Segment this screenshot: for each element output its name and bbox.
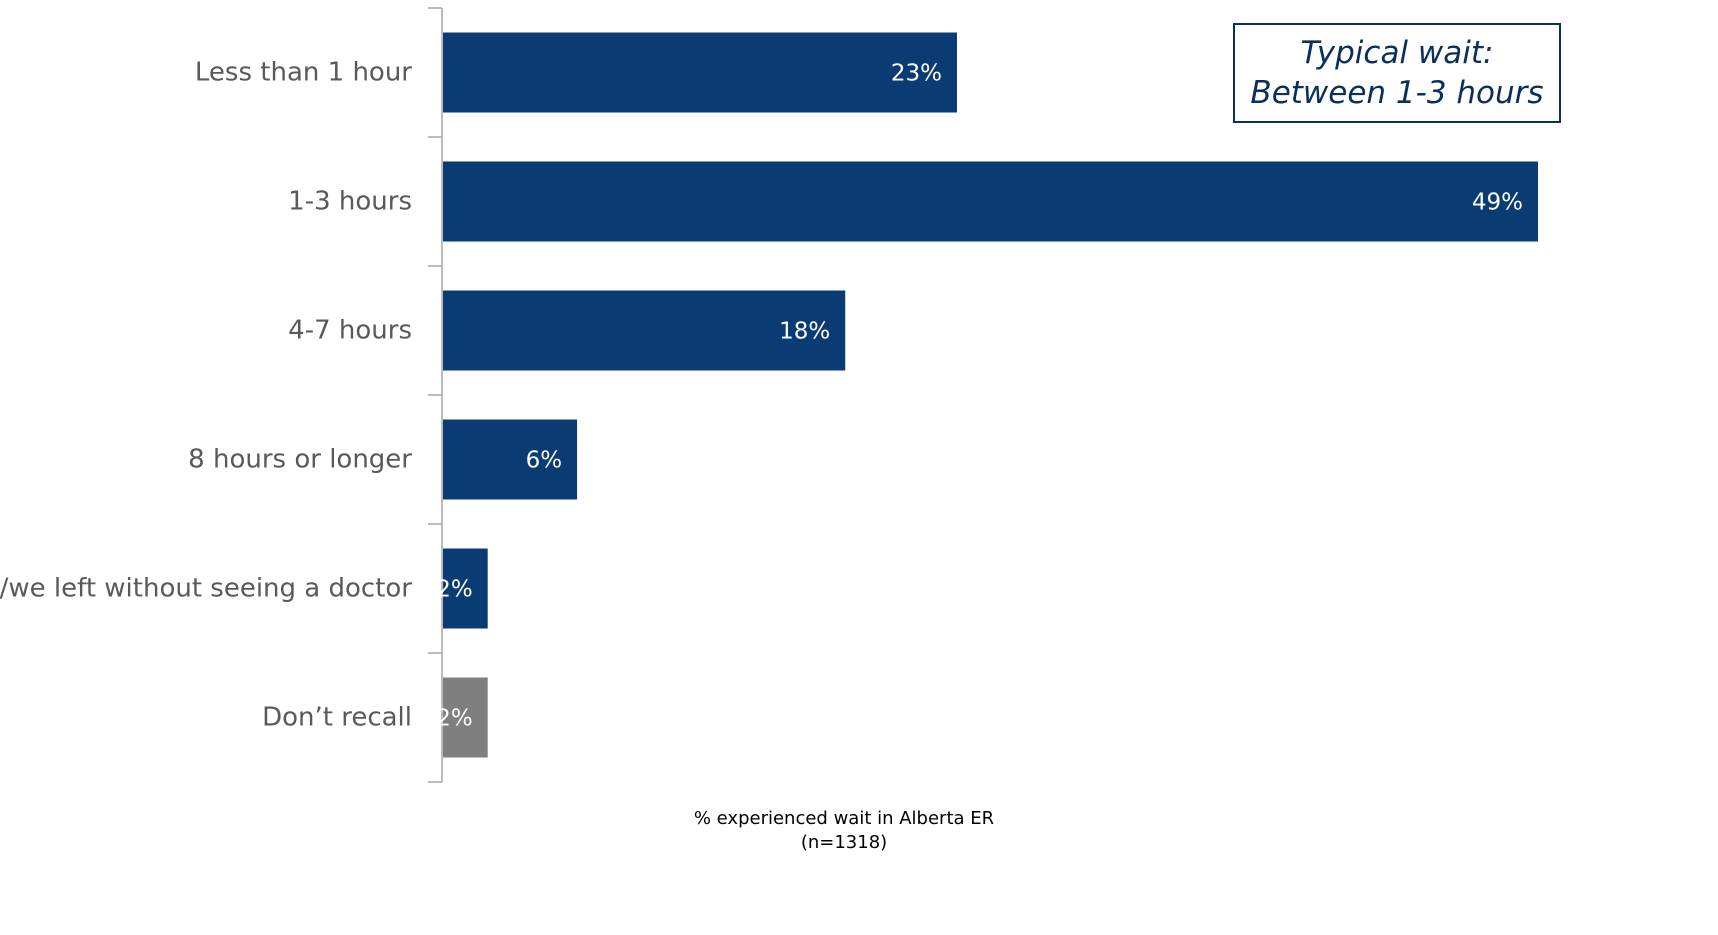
category-label: 8 hours or longer: [188, 445, 412, 475]
callout-line-1: Typical wait:: [1300, 35, 1494, 71]
x-axis-sample-size: (n=1318): [800, 832, 888, 853]
typical-wait-callout: Typical wait: Between 1-3 hours: [1233, 23, 1561, 123]
bar: [443, 419, 578, 500]
data-label: 2%: [436, 706, 473, 732]
bar: [443, 290, 846, 371]
category-label: 1-3 hours: [288, 187, 412, 217]
bar: [443, 548, 488, 629]
bars: [443, 32, 1538, 758]
bar: [443, 32, 957, 113]
callout-line-2: Between 1-3 hours: [1250, 75, 1544, 111]
category-label: Don’t recall: [262, 703, 412, 733]
x-axis-label: % experienced wait in Alberta ER: [693, 808, 995, 829]
bar: [443, 161, 1538, 242]
category-label: Less than 1 hour: [195, 58, 412, 88]
data-label: 49%: [1472, 190, 1523, 216]
data-label: 23%: [891, 61, 942, 87]
category-label: I/we left without seeing a doctor: [0, 574, 412, 604]
labels: Less than 1 hour 23% 1-3 hours 49% 4-7 hours…: [0, 58, 1523, 733]
data-label: 2%: [436, 577, 473, 603]
data-label: 6%: [526, 448, 563, 474]
data-label: 18%: [779, 319, 830, 345]
bar: [443, 677, 488, 758]
category-label: 4-7 hours: [288, 316, 412, 346]
y-axis: [428, 7, 443, 783]
